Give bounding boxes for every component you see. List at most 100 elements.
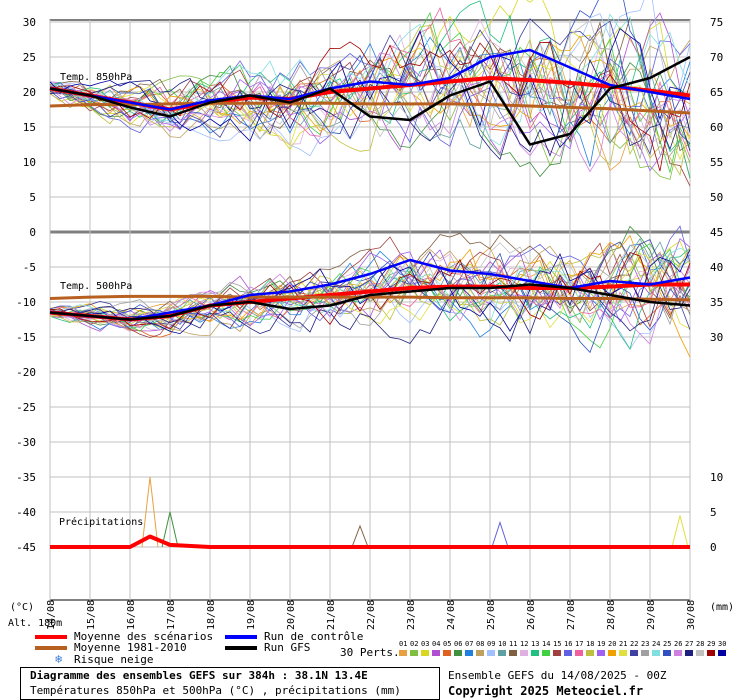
y2-tick-label: 60 [710,121,723,134]
x-tick-label: 14/08 [46,600,57,630]
x-tick-label: 17/08 [166,600,177,630]
y-tick-label: 30 [23,16,36,29]
x-tick-label: 26/08 [526,600,537,630]
perturbation-swatch [718,650,726,656]
y2-tick-label: 45 [710,226,723,239]
x-tick-label: 23/08 [406,600,417,630]
y-tick-label: -5 [23,261,36,274]
footer-copyright: Copyright 2025 Meteociel.fr [448,684,644,698]
perturbation-number: 22 [630,640,639,648]
perturbation-number: 29 [707,640,716,648]
y-tick-label: -30 [16,436,36,449]
perturbation-number: 17 [575,640,584,648]
legend-label-moyenne-1981: Moyenne 1981-2010 [74,641,187,654]
y2-tick-label: 40 [710,261,723,274]
perturbations-label: 30 Perts. [340,646,400,659]
perturbation-number: 13 [531,640,540,648]
perturbation-swatch [509,650,517,656]
series-line-t850 [49,48,691,111]
perturbation-swatch [421,650,429,656]
x-tick-label: 25/08 [486,600,497,630]
legend-line-run-controle [225,635,257,639]
perturbation-swatch [641,650,649,656]
ensemble-member-t850 [49,11,691,174]
perturbation-swatch [608,650,616,656]
y-tick-label: -25 [16,401,36,414]
perturbation-swatch [564,650,572,656]
x-tick-label: 22/08 [366,600,377,630]
perturbation-number: 10 [498,640,507,648]
y-tick-label: -20 [16,366,36,379]
snowflake-icon: ❄ [55,652,63,666]
perturbation-swatch [410,650,418,656]
ensemble-member-t850 [49,13,691,146]
perturbation-number: 27 [685,640,694,648]
perturbation-swatch [443,650,451,656]
perturbation-number: 06 [454,640,463,648]
x-tick-label: 28/08 [606,600,617,630]
series-line-t850 [49,55,691,146]
legend-line-run-gfs [225,646,257,650]
perturbation-swatch [630,650,638,656]
perturbation-number: 11 [509,640,518,648]
legend-label-moyenne-scenarios: Moyenne des scénarios [74,630,214,643]
ensemble-member-t500 [49,239,691,330]
precip-spike [161,511,179,548]
perturbation-number: 04 [432,640,441,648]
footer-subtitle: Températures 850hPa et 500hPa (°C) , pré… [30,684,401,697]
ensemble-member-t850 [49,25,691,177]
ensemble-member-t850 [49,36,691,167]
series-line-t850 [49,101,691,115]
perturbation-swatch [542,650,550,656]
x-tick-label: 20/08 [286,600,297,630]
perturbation-swatch [696,650,704,656]
perturbation-swatch [586,650,594,656]
x-tick-label: 27/08 [566,600,577,630]
perturbation-swatch [674,650,682,656]
perturbation-swatch [597,650,605,656]
perturbation-swatch [575,650,583,656]
perturbation-number: 08 [476,640,485,648]
y-tick-label: 15 [23,121,36,134]
ensemble-member-t850 [49,52,691,173]
x-tick-label: 24/08 [446,600,457,630]
perturbation-number: 28 [696,640,705,648]
perturbation-swatch [465,650,473,656]
y-tick-label: 0 [29,226,36,239]
x-tick-label: 15/08 [86,600,97,630]
ensemble-member-t500 [49,252,691,354]
y2-tick-label: 30 [710,331,723,344]
y2-tick-label: 70 [710,51,723,64]
perturbation-number: 19 [597,640,606,648]
y2-tick-label: 65 [710,86,723,99]
y-tick-label: 25 [23,51,36,64]
perturbation-swatch [476,650,484,656]
x-tick-label: 18/08 [206,600,217,630]
panel-label-t500: Temp. 500hPa [60,281,132,292]
y2-tick-label: 75 [710,16,723,29]
y2-tick-label: 55 [710,156,723,169]
y-axis-unit-label: (°C) [10,602,34,613]
y2-tick-label: 5 [710,506,717,519]
series-line-t500 [49,258,691,321]
precip-spike [141,476,159,548]
footer-title: Diagramme des ensembles GEFS sur 384h : … [30,669,368,682]
series-line-t500 [49,283,691,321]
y2-tick-label: 35 [710,296,723,309]
series-line-precip [50,534,690,549]
y2-tick-label: 0 [710,541,717,554]
y-tick-label: -35 [16,471,36,484]
precip-spike [351,524,369,548]
perturbation-swatch [553,650,561,656]
y-tick-label: -15 [16,331,36,344]
perturbation-number: 25 [663,640,672,648]
perturbation-swatch [652,650,660,656]
perturbation-number: 16 [564,640,573,648]
y-tick-label: -40 [16,506,36,519]
perturbation-swatch [520,650,528,656]
perturbation-swatch [663,650,671,656]
perturbation-number: 09 [487,640,496,648]
altitude-label: Alt. 180m [8,618,62,629]
legend-line-moyenne-scenarios [35,635,67,639]
